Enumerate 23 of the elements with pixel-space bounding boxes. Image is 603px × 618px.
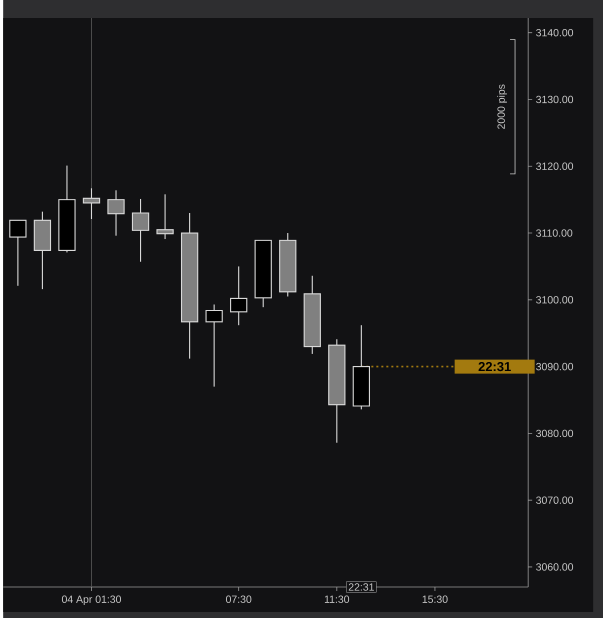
y-tick-label: 3060.00 — [536, 563, 574, 571]
candlestick — [107, 190, 125, 236]
y-tick-label: 3120.00 — [536, 162, 574, 170]
y-tick-label: 3110.00 — [536, 229, 572, 237]
y-tick-label: 3140.00 — [536, 28, 574, 36]
x-tick-label: 11:30 — [324, 596, 350, 603]
annotation: 2000 pips — [497, 84, 507, 129]
y-tick-label: 3100.00 — [536, 296, 574, 304]
candlestick — [205, 304, 223, 388]
y-tick-label: 3070.00 — [536, 496, 574, 504]
candlestick — [156, 194, 174, 240]
x-tick-label: 04 Apr 01:30 — [62, 596, 121, 605]
candlestick — [82, 188, 100, 220]
annotation: 22:31 — [348, 583, 374, 591]
annotation: 22:31 — [478, 362, 511, 372]
candlestick — [230, 266, 248, 326]
y-tick-label: 3130.00 — [536, 96, 574, 104]
y-tick-label: 3080.00 — [536, 430, 574, 438]
candlestick — [9, 220, 26, 286]
x-tick-label: 07:30 — [226, 596, 252, 603]
candlestick — [132, 198, 150, 262]
x-tick-label: 15:30 — [422, 596, 448, 603]
y-tick-label: 3090.00 — [536, 362, 574, 370]
